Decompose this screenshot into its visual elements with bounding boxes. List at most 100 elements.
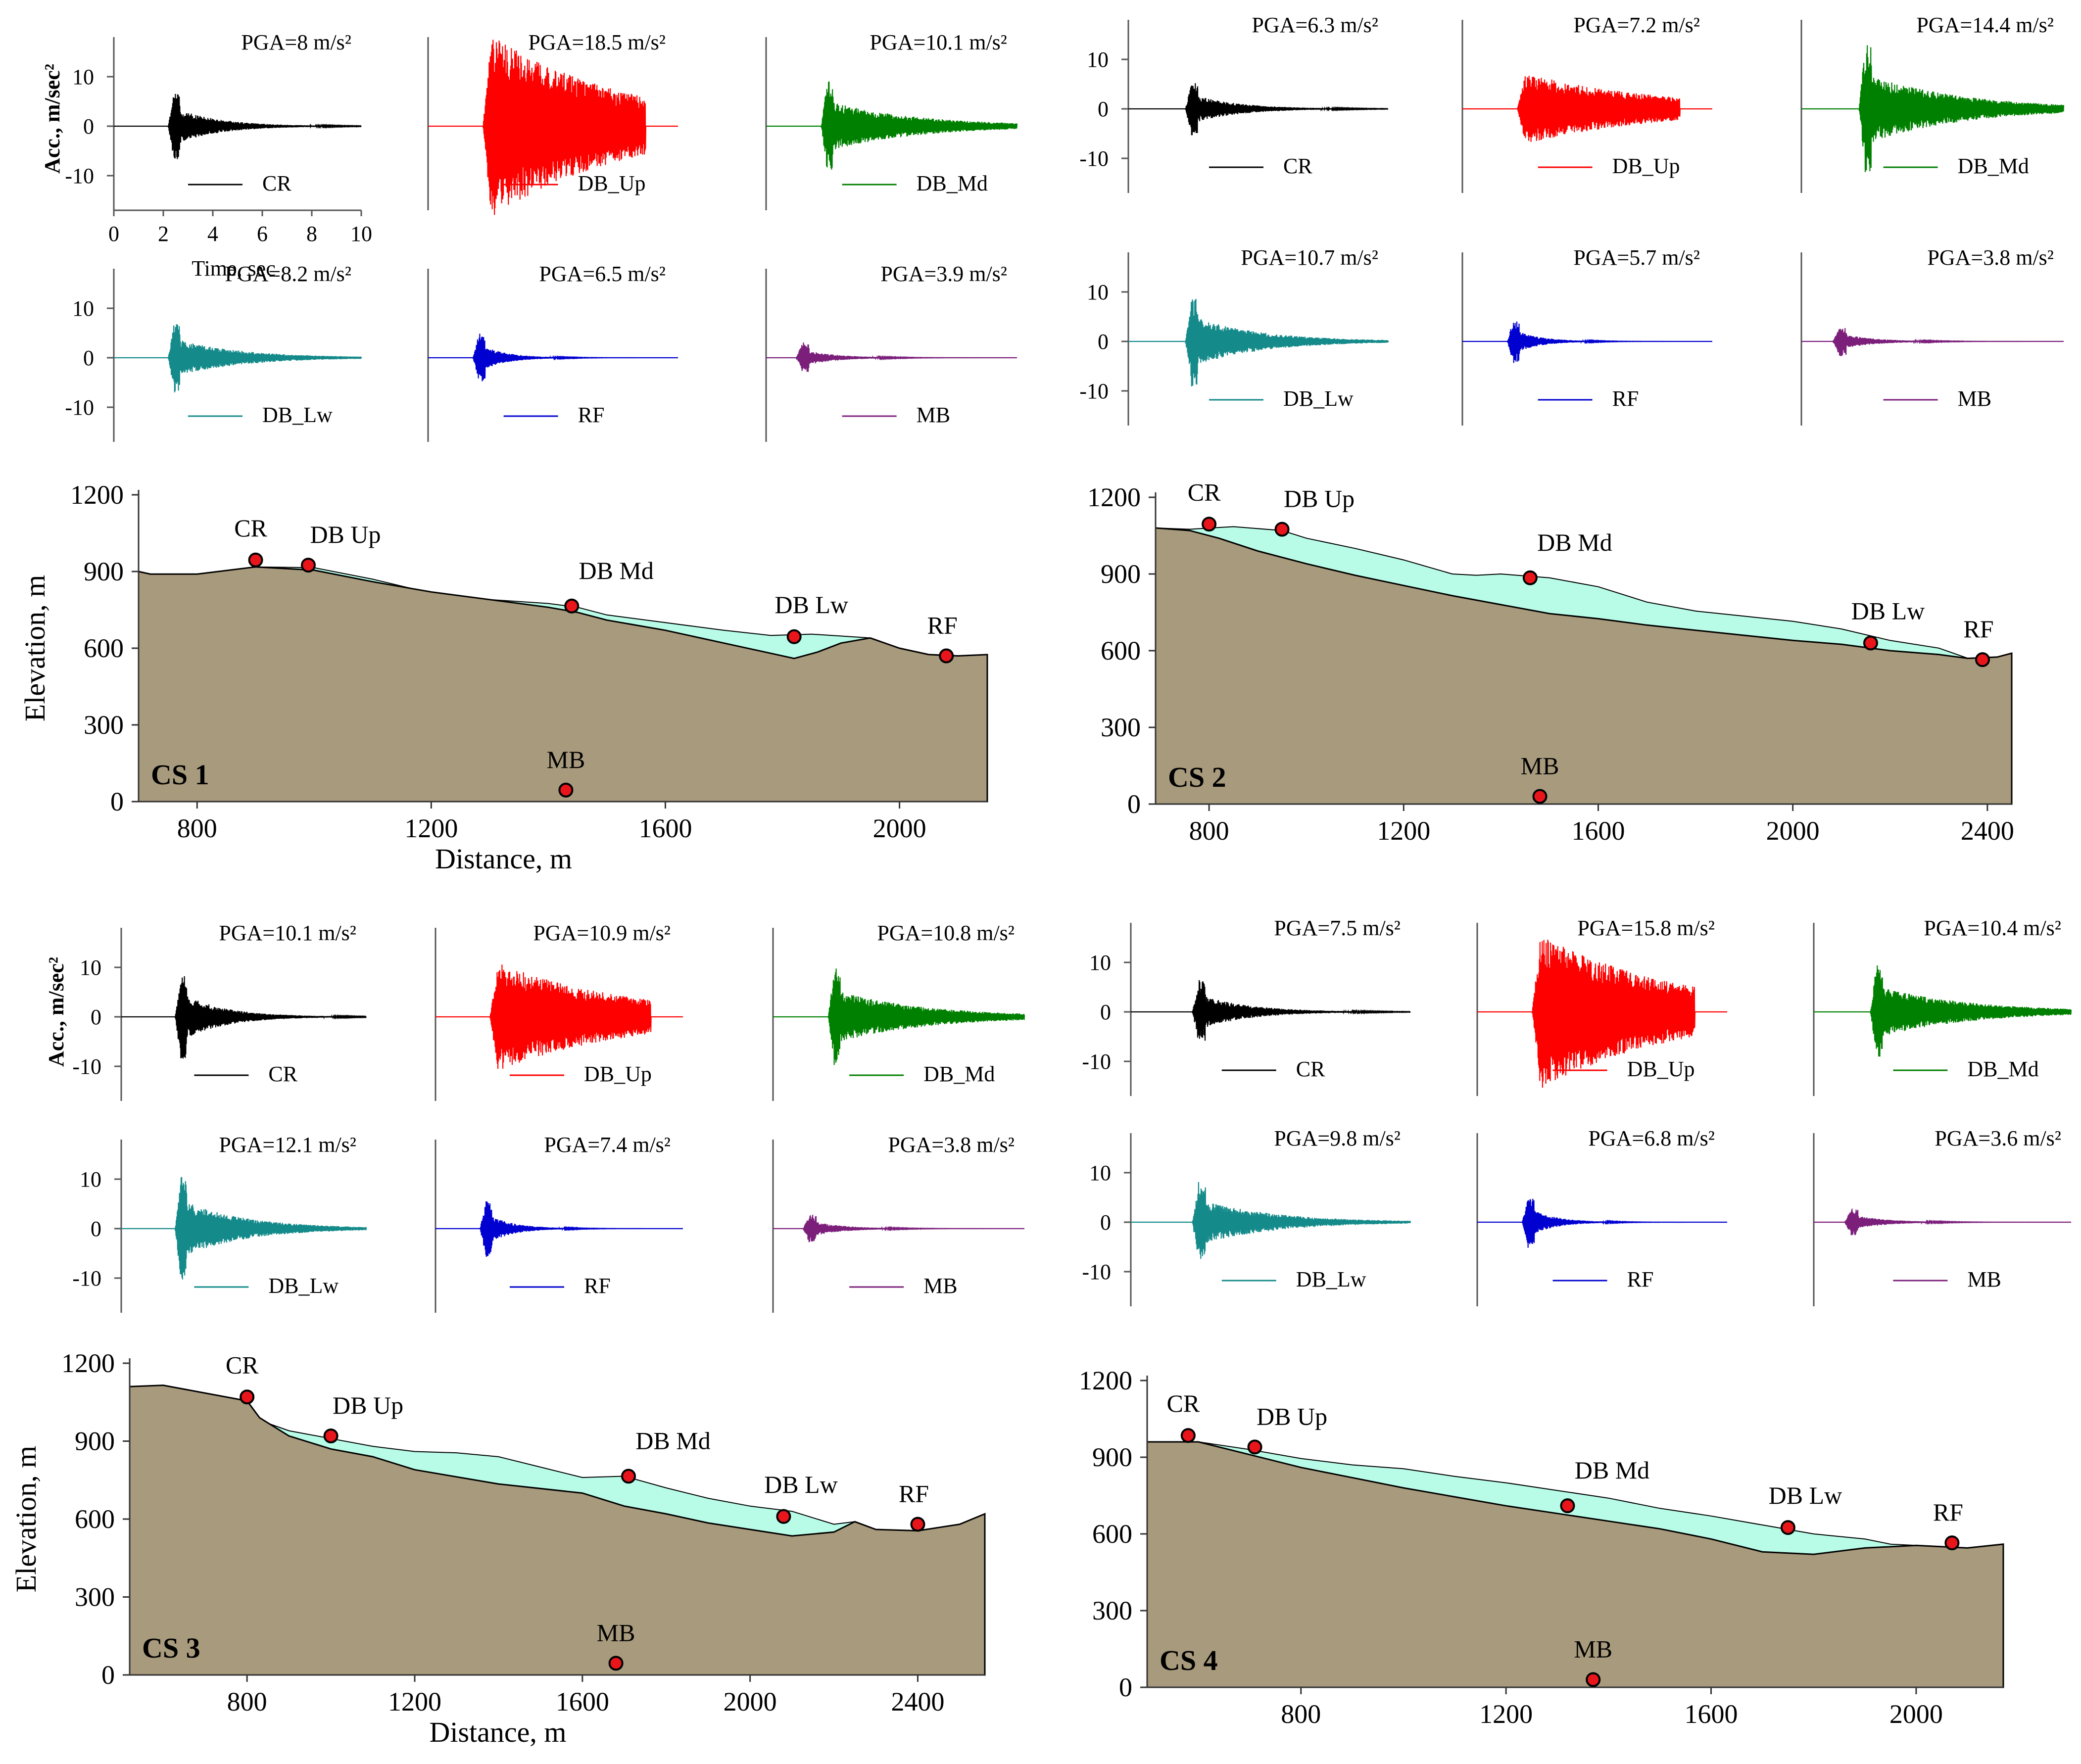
station-label: CR xyxy=(1167,1389,1200,1417)
cs-ytick-label: 300 xyxy=(75,1582,115,1612)
cs-ytick-label: 0 xyxy=(1127,789,1141,819)
cs1-acceleration-panels: 10 0 -10 PGA=8 m/s² CR PGA=18.5 m/s² DB_Up PGA=… xyxy=(65,30,1018,442)
legend-label: DB_Up xyxy=(584,1062,652,1086)
terrain-area xyxy=(129,1384,986,1676)
terrain-area xyxy=(138,566,988,803)
station-marker xyxy=(910,1517,925,1532)
cs-ytick-label: 1200 xyxy=(1079,1366,1132,1395)
pga-label: PGA=5.7 m/s² xyxy=(1573,245,1700,270)
legend-label: CR xyxy=(1296,1057,1325,1081)
acc-ytick-label: 0 xyxy=(1100,1000,1111,1024)
station-label: DB Md xyxy=(1575,1456,1649,1484)
cs-ytick-label: 300 xyxy=(1092,1596,1132,1625)
pga-label: PGA=7.4 m/s² xyxy=(544,1133,671,1157)
station-label: DB Up xyxy=(1284,485,1355,513)
cs-xtick-label: 800 xyxy=(227,1687,267,1716)
station-marker xyxy=(240,1389,255,1405)
legend-label: DB_Md xyxy=(917,171,988,195)
station-label: DB Up xyxy=(1257,1402,1327,1430)
cs-title: CS 3 xyxy=(142,1632,200,1664)
acc-ytick-label: 10 xyxy=(1087,48,1109,72)
cs-xlabel: Distance, m xyxy=(435,843,572,875)
station-marker xyxy=(1180,1428,1196,1443)
station-marker xyxy=(621,1469,636,1484)
station-label: CR xyxy=(234,514,267,542)
acc-trace-mb xyxy=(1801,328,2064,356)
acc-trace-db_md xyxy=(1801,45,2065,172)
cs-xtick-label: 2000 xyxy=(1889,1699,1943,1729)
acc-ytick-label: 10 xyxy=(80,1167,101,1192)
acc-ytick-label: -10 xyxy=(1079,379,1109,403)
acc-trace-db_up xyxy=(428,40,678,215)
legend-label: CR xyxy=(262,171,291,195)
acc-xtick-label: 4 xyxy=(207,222,218,246)
station-marker xyxy=(786,629,802,644)
station-label: DB Lw xyxy=(1851,597,1925,625)
cs-xtick-label: 800 xyxy=(1281,1699,1321,1729)
acc-ytick-label: 0 xyxy=(83,346,94,370)
pga-label: PGA=7.2 m/s² xyxy=(1573,13,1700,37)
legend-label: DB_Up xyxy=(1612,154,1680,178)
pga-label: PGA=6.3 m/s² xyxy=(1252,13,1378,37)
acc-xtick-label: 8 xyxy=(306,222,317,246)
legend-label: DB_Lw xyxy=(1296,1267,1366,1291)
acc-trace-cr xyxy=(1131,980,1411,1041)
station-marker xyxy=(776,1509,791,1524)
cs-ytick-label: 300 xyxy=(84,710,124,740)
cs-title: CS 2 xyxy=(1168,761,1226,793)
pga-label: PGA=9.8 m/s² xyxy=(1274,1126,1401,1150)
cs-ylabel: Elevation, m xyxy=(19,575,51,721)
acc-ytick-label: -10 xyxy=(72,1054,101,1079)
station-label: DB Md xyxy=(1537,528,1612,556)
pga-label: PGA=15.8 m/s² xyxy=(1577,916,1715,940)
acc-trace-db_lw xyxy=(121,1177,367,1280)
acc-trace-rf xyxy=(428,334,678,381)
acc-trace-rf xyxy=(1477,1198,1727,1248)
acc-ytick-label: 0 xyxy=(83,114,94,139)
legend-label: DB_Md xyxy=(1958,154,2029,178)
cs-xtick-label: 1200 xyxy=(404,813,458,843)
cs-xlabel: Distance, m xyxy=(429,1716,566,1748)
acc-ytick-label: 10 xyxy=(1089,1161,1111,1185)
legend-label: DB_Up xyxy=(578,171,646,195)
acc-ytick-label: 10 xyxy=(1089,951,1111,975)
terrain-area xyxy=(1146,1441,2004,1688)
acc-trace-rf xyxy=(436,1201,683,1257)
legend-label: RF xyxy=(1627,1267,1654,1291)
station-label: DB Md xyxy=(635,1427,710,1454)
cs-xtick-label: 2400 xyxy=(1961,816,2014,846)
cs-ytick-label: 0 xyxy=(101,1660,115,1690)
cs3-cross-section: 0 300 600 900 1200 800 1200 1600 2000 2400 Distanc… xyxy=(10,1348,986,1748)
station-label: RF xyxy=(1933,1498,1963,1526)
cs-ytick-label: 600 xyxy=(1092,1519,1132,1549)
acc-ytick-label: -10 xyxy=(1082,1260,1111,1284)
legend-label: CR xyxy=(1283,154,1312,178)
cs-ytick-label: 1200 xyxy=(70,480,124,510)
station-label: RF xyxy=(899,1480,929,1508)
acc-trace-cr xyxy=(1128,83,1389,136)
pga-label: PGA=10.9 m/s² xyxy=(533,921,671,945)
pga-label: PGA=7.5 m/s² xyxy=(1274,916,1401,940)
acc-ytick-label: -10 xyxy=(65,164,94,188)
acc-xtick-label: 0 xyxy=(108,222,119,246)
pga-label: PGA=6.5 m/s² xyxy=(539,262,666,286)
pga-label: PGA=10.8 m/s² xyxy=(877,921,1015,945)
station-marker xyxy=(1522,570,1538,585)
cs-title: CS 4 xyxy=(1160,1644,1218,1676)
cs-ytick-label: 600 xyxy=(84,633,124,663)
cs-xtick-label: 1200 xyxy=(1377,816,1430,846)
cs-xtick-label: 1200 xyxy=(388,1687,441,1716)
cs-xtick-label: 1600 xyxy=(1685,1699,1738,1729)
pga-label: PGA=3.8 m/s² xyxy=(888,1133,1015,1157)
cs-xtick-label: 2000 xyxy=(724,1687,777,1716)
pga-label: PGA=3.9 m/s² xyxy=(880,262,1007,286)
station-label: MB xyxy=(547,746,585,773)
legend-label: MB xyxy=(1958,386,1991,411)
station-marker xyxy=(564,598,580,614)
cs-xtick-label: 1600 xyxy=(1571,816,1625,846)
station-label: DB Up xyxy=(310,521,381,548)
acc-xlabel-cs1: Time, sec xyxy=(192,256,276,281)
legend-label: MB xyxy=(923,1274,957,1298)
legend-label: DB_Lw xyxy=(262,403,333,427)
